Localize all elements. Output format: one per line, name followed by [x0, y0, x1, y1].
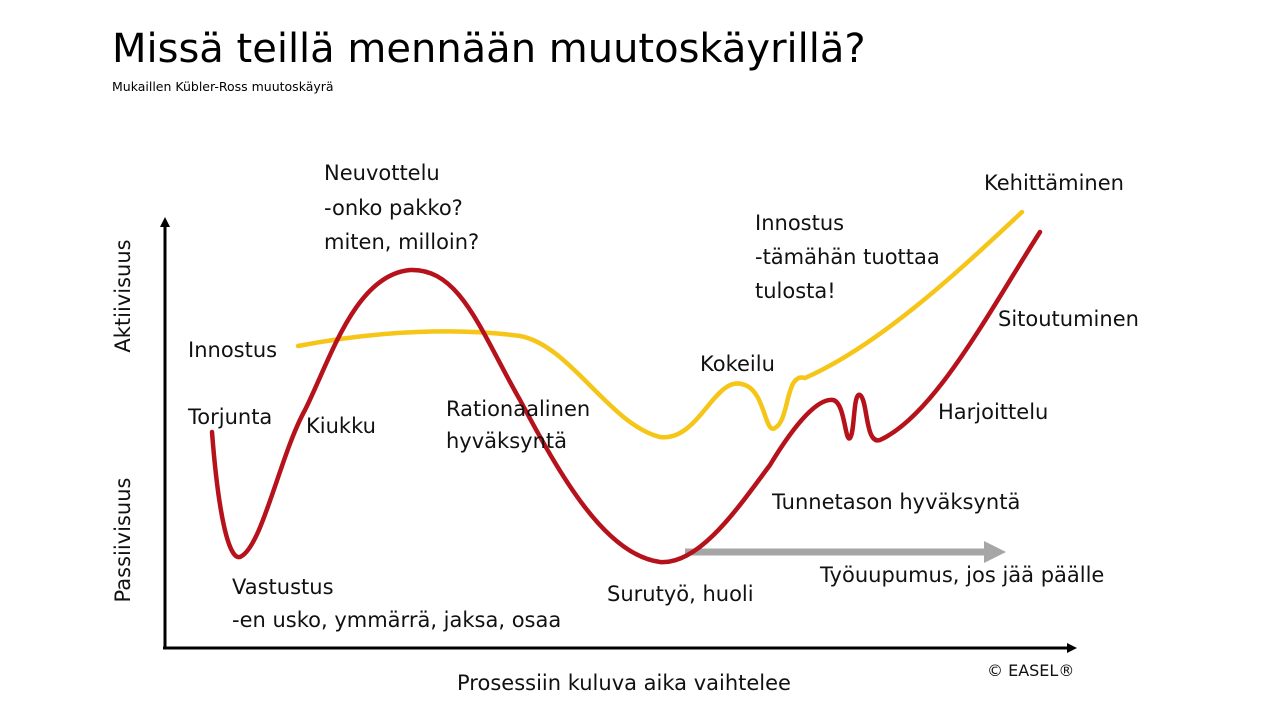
label-tyouupumus: Työuupumus, jos jää päälle [819, 563, 1104, 587]
neuvottelu-line-2: -onko pakko? [324, 196, 463, 220]
innostus-right-line-3: tulosta! [755, 279, 836, 303]
innostus-right-line-2: -tämähän tuottaa [755, 245, 940, 269]
page-subtitle: Mukaillen Kübler-Ross muutoskäyrä [112, 79, 334, 94]
x-axis-label: Prosessiin kuluva aika vaihtelee [457, 671, 791, 695]
label-tunnetason: Tunnetason hyväksyntä [771, 490, 1020, 514]
yellow-curve [295, 209, 1025, 440]
red-curve [209, 229, 1043, 565]
neuvottelu-line-1: Neuvottelu [324, 161, 440, 185]
label-neuvottelu: Neuvottelu -onko pakko? miten, milloin? [324, 161, 479, 254]
label-vastustus: Vastustus -en usko, ymmärrä, jaksa, osaa [232, 575, 561, 632]
vastustus-line-2: -en usko, ymmärrä, jaksa, osaa [232, 608, 561, 632]
label-rationaalinen: Rationaalinen hyväksyntä [446, 397, 597, 453]
y-axis-upper-label: Aktiivisuus [111, 239, 135, 352]
label-harjoittelu: Harjoittelu [938, 400, 1048, 424]
label-kokeilu: Kokeilu [700, 352, 775, 376]
label-kehittaminen: Kehittäminen [984, 171, 1124, 195]
innostus-right-line-1: Innostus [755, 211, 844, 235]
vastustus-line-1: Vastustus [232, 575, 334, 599]
label-innostus-left: Innostus [188, 338, 277, 362]
label-surutyo: Surutyö, huoli [607, 582, 754, 606]
label-sitoutuminen: Sitoutuminen [998, 307, 1139, 331]
page-title: Missä teillä mennään muutoskäyrillä? [112, 26, 866, 72]
label-torjunta: Torjunta [187, 405, 272, 429]
burnout-arrow-head [984, 541, 1006, 563]
label-innostus-right: Innostus -tämähän tuottaa tulosta! [755, 211, 946, 303]
rationaalinen-line-1: Rationaalinen [446, 397, 590, 421]
rationaalinen-line-2: hyväksyntä [446, 429, 567, 453]
label-kiukku: Kiukku [306, 414, 376, 438]
neuvottelu-line-3: miten, milloin? [324, 230, 479, 254]
y-axis-lower-label: Passiivisuus [111, 478, 135, 603]
copyright-text: © EASEL® [987, 661, 1074, 680]
